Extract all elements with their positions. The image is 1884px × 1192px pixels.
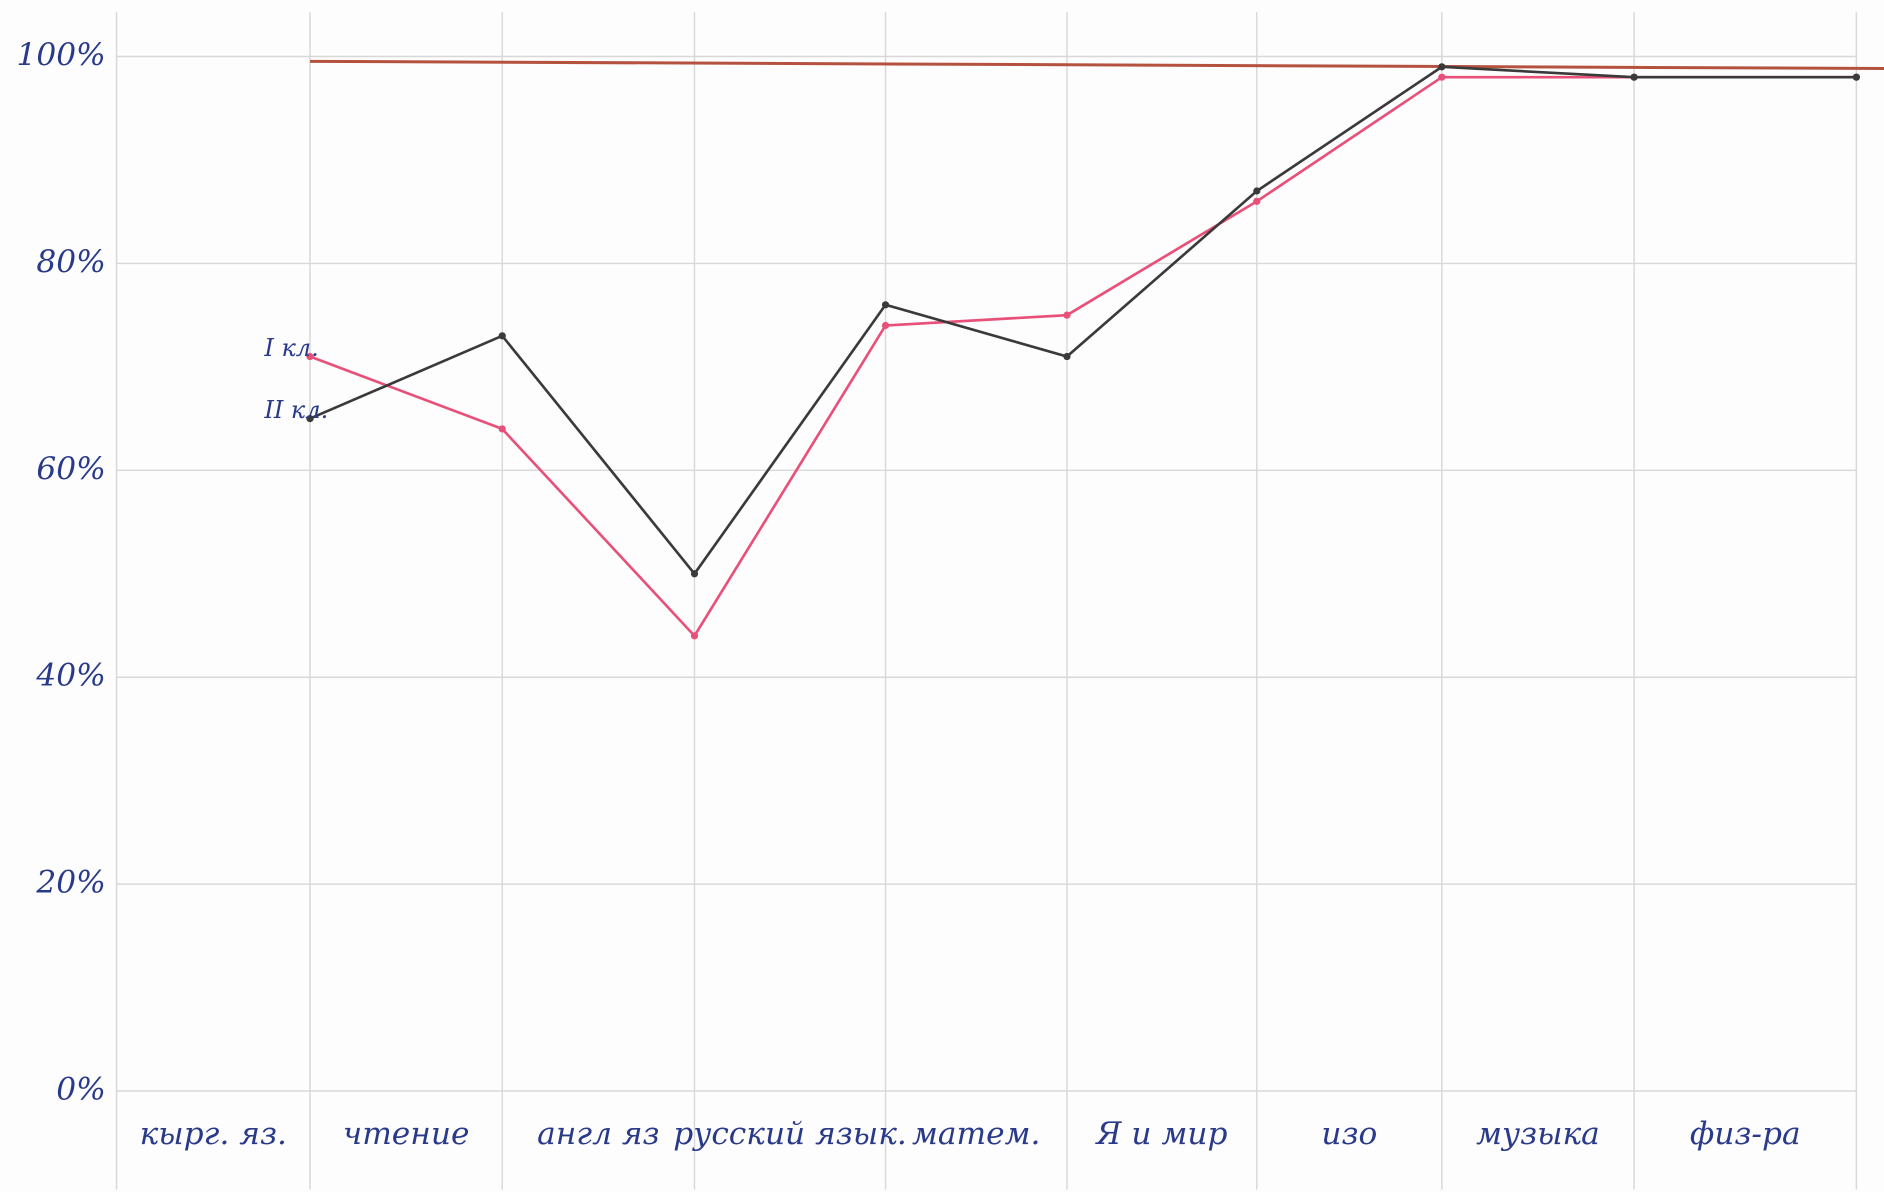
point	[1438, 63, 1446, 71]
point	[1630, 73, 1638, 81]
point	[1063, 311, 1071, 319]
x-tick-label: Я и мир	[1094, 1116, 1227, 1152]
x-tick-label: физ-ра	[1690, 1116, 1801, 1152]
y-tick-label: 80%	[36, 244, 105, 280]
x-tick-label: матем.	[912, 1116, 1040, 1152]
target-line	[309, 59, 1884, 71]
series-line	[309, 65, 1857, 576]
y-tick-label: 60%	[36, 451, 105, 487]
x-tick-label: музыка	[1476, 1116, 1600, 1152]
vertical-grid	[115, 12, 1858, 1190]
point	[881, 301, 890, 309]
x-tick-label: кырг. яз.	[140, 1116, 287, 1152]
point	[498, 425, 506, 433]
point	[1253, 197, 1261, 205]
point	[881, 321, 890, 330]
point	[306, 352, 314, 361]
legend-label: I кл.	[263, 334, 318, 362]
series-line	[309, 75, 1857, 639]
y-tick-label: 0%	[56, 1072, 106, 1108]
x-tick-label: чтение	[343, 1116, 470, 1152]
point	[690, 570, 699, 578]
point	[1253, 187, 1261, 195]
point	[690, 632, 699, 640]
x-tick-label: англ яз	[537, 1116, 659, 1152]
y-tick-label: 20%	[35, 865, 105, 901]
y-tick-label: 40%	[35, 658, 105, 694]
x-tick-label: изо	[1321, 1116, 1377, 1152]
point	[1852, 73, 1860, 81]
point	[1438, 73, 1446, 81]
point	[306, 414, 314, 423]
x-tick-label: русский язык.	[673, 1116, 907, 1152]
legend-label: II кл.	[263, 396, 328, 424]
y-tick-label: 100%	[16, 37, 105, 73]
point	[1063, 352, 1071, 361]
point	[498, 332, 506, 340]
